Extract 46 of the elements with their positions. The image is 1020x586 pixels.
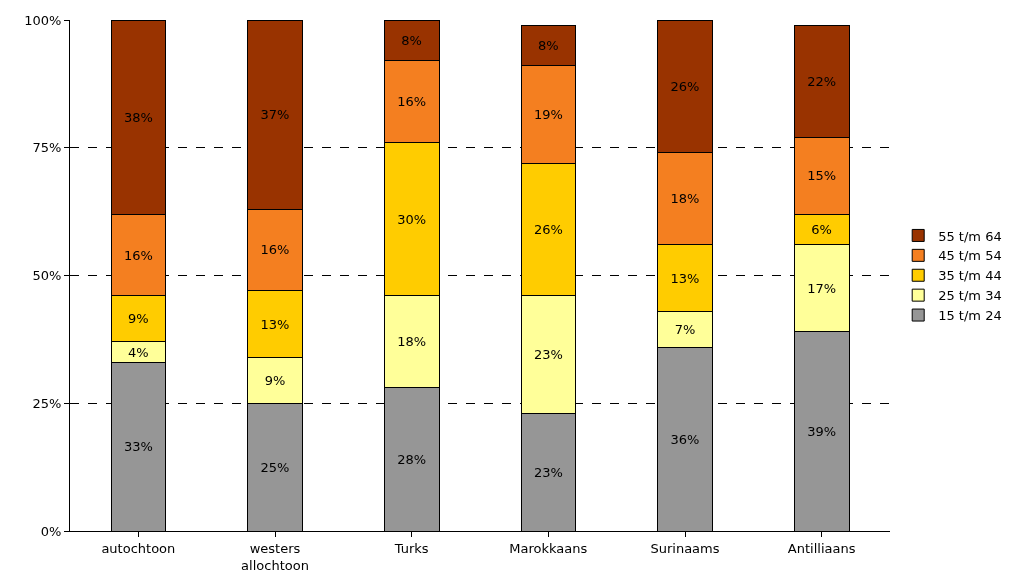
x-tick-label: autochtoon bbox=[101, 540, 176, 556]
x-tick-label: westers allochtoon bbox=[241, 540, 309, 573]
x-tick-label: Turks bbox=[393, 540, 429, 556]
data-label: 39% bbox=[807, 423, 837, 439]
x-tick-label: Marokkaans bbox=[509, 540, 588, 556]
data-label: 17% bbox=[807, 280, 837, 296]
legend-label: 35 t/m 44 bbox=[938, 268, 1002, 284]
data-label: 23% bbox=[533, 464, 563, 480]
y-tick-label: 75% bbox=[32, 140, 62, 156]
data-label: 25% bbox=[260, 459, 290, 475]
x-tick-label: Surinaams bbox=[650, 540, 720, 556]
y-tick-label: 0% bbox=[40, 523, 62, 539]
legend-label: 15 t/m 24 bbox=[938, 308, 1002, 324]
y-tick-label: 100% bbox=[24, 12, 62, 28]
data-label: 8% bbox=[538, 38, 559, 54]
data-label: 26% bbox=[533, 222, 563, 238]
data-label: 33% bbox=[123, 439, 153, 455]
legend-label: 45 t/m 54 bbox=[938, 248, 1002, 264]
data-label: 16% bbox=[260, 242, 290, 258]
y-tick-label: 25% bbox=[32, 395, 62, 411]
data-label: 23% bbox=[533, 347, 563, 363]
data-label: 13% bbox=[670, 270, 700, 286]
data-label: 8% bbox=[401, 32, 422, 48]
data-label: 15% bbox=[807, 168, 837, 184]
data-label: 6% bbox=[811, 222, 832, 238]
data-label: 7% bbox=[674, 321, 696, 337]
data-label: 26% bbox=[670, 78, 700, 94]
data-label: 13% bbox=[260, 316, 290, 332]
x-tick-label: Antilliaans bbox=[787, 540, 856, 556]
data-label: 16% bbox=[397, 94, 427, 110]
data-label: 4% bbox=[128, 344, 149, 360]
data-label: 28% bbox=[397, 451, 427, 467]
data-label: 18% bbox=[397, 334, 427, 350]
legend-label: 55 t/m 64 bbox=[938, 228, 1002, 244]
y-tick-label: 50% bbox=[32, 268, 62, 284]
data-label: 38% bbox=[123, 109, 153, 125]
legend-label: 25 t/m 34 bbox=[938, 288, 1002, 304]
data-label: 22% bbox=[807, 73, 837, 89]
data-label: 9% bbox=[264, 372, 286, 388]
data-label: 36% bbox=[670, 431, 700, 447]
data-label: 30% bbox=[397, 211, 427, 227]
data-label: 16% bbox=[123, 247, 153, 263]
data-label: 19% bbox=[533, 107, 563, 123]
data-label: 37% bbox=[260, 107, 290, 123]
data-label: 18% bbox=[670, 191, 700, 207]
data-label: 9% bbox=[128, 311, 149, 327]
